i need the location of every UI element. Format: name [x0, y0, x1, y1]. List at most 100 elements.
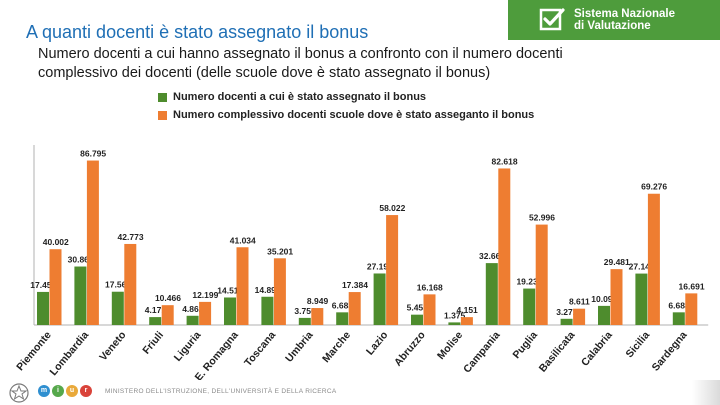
data-label: 86.795	[80, 149, 106, 159]
data-label: 35.201	[267, 246, 293, 256]
data-label: 10.466	[155, 293, 181, 303]
bar-total-toscana	[273, 258, 286, 325]
data-label: 6.688	[668, 300, 690, 310]
bar-total-liguria	[199, 301, 212, 325]
legend-label-series2: Numero complessivo docenti scuole dove è…	[173, 109, 535, 121]
bar-total-veneto	[124, 243, 137, 325]
x-tick-label: Liguria	[172, 329, 204, 364]
legend-swatch-orange	[158, 110, 167, 120]
bar-total-molise	[460, 317, 473, 325]
data-label: 5.451	[407, 303, 429, 313]
bar-total-lombardia	[86, 160, 99, 325]
logo-line-1: Sistema Nazionale	[574, 7, 675, 20]
bar-assigned-lazio	[373, 273, 386, 325]
data-label: 30.863	[68, 255, 94, 265]
snv-logo: Sistema Nazionale di Valutazione	[508, 0, 720, 40]
data-label: 40.002	[43, 237, 69, 247]
data-label: 69.276	[641, 182, 667, 192]
data-label: 17.456	[30, 280, 56, 290]
x-tick-label: Friuli	[140, 329, 166, 356]
bar-total-campania	[498, 168, 511, 325]
bar-total-sardegna	[685, 293, 698, 325]
data-label: 4.862	[182, 304, 204, 314]
x-tick-label: Campania	[461, 329, 503, 375]
bar-assigned-calabria	[598, 305, 610, 325]
miur-letter-i: i	[52, 385, 64, 397]
data-label: 1.375	[444, 310, 466, 320]
x-tick-label: Marche	[320, 329, 353, 365]
data-label: 19.232	[516, 277, 542, 287]
data-label: 27.193	[367, 261, 393, 271]
bar-assigned-e-romagna	[224, 297, 236, 325]
data-label: 6.683	[332, 300, 354, 310]
bar-assigned-molise	[448, 322, 461, 325]
data-label: 4.151	[457, 305, 479, 315]
data-label: 82.618	[492, 156, 518, 166]
data-label: 58.022	[379, 203, 405, 213]
bar-assigned-puglia	[523, 288, 536, 325]
x-tick-label: Veneto	[97, 329, 128, 363]
legend-item-series1: Numero docenti a cui è stato assegnato i…	[158, 88, 534, 106]
miur-letter-r: r	[80, 385, 92, 397]
x-tick-label: Toscana	[242, 329, 278, 369]
bar-assigned-toscana	[261, 296, 274, 325]
data-label: 32.662	[479, 251, 505, 261]
republic-emblem-icon	[9, 383, 29, 403]
bar-assigned-veneto	[111, 291, 124, 325]
data-label: 27.140	[629, 262, 655, 272]
data-label: 17.565	[105, 280, 131, 290]
miur-letter-u: u	[66, 385, 78, 397]
bar-total-lazio	[386, 215, 399, 325]
x-tick-label: Sardegna	[650, 329, 690, 373]
ministry-name: MINISTERO DELL'ISTRUZIONE, DELL'UNIVERSI…	[105, 388, 337, 395]
x-tick-label: Calabria	[579, 329, 615, 369]
miur-letter-m: m	[38, 385, 50, 397]
x-tick-label: Puglia	[511, 329, 541, 361]
x-tick-label: Basilicata	[537, 329, 578, 374]
data-label: 41.034	[230, 235, 256, 245]
bar-assigned-basilicata	[560, 318, 573, 325]
legend-swatch-green	[158, 92, 167, 102]
data-label: 3.750	[294, 306, 316, 316]
bar-assigned-abruzzo	[411, 314, 423, 325]
bar-total-abruzzo	[423, 294, 436, 325]
bar-total-puglia	[535, 224, 548, 325]
data-label: 17.384	[342, 280, 368, 290]
x-tick-label: Lombardia	[47, 329, 91, 378]
bar-total-friuli	[161, 305, 174, 325]
slide-title: A quanti docenti è stato assegnato il bo…	[26, 22, 369, 42]
data-label: 3.271	[556, 307, 578, 317]
bar-total-piemonte	[49, 249, 62, 325]
bar-assigned-sicilia	[635, 273, 648, 325]
miur-logo: m i u r	[38, 385, 94, 397]
x-tick-label: Abruzzo	[392, 329, 428, 368]
bar-chart: 17.456 40.002 Piemonte 30.863 86.795 Lombardi…	[14, 145, 709, 380]
logo-line-2: di Valutazione	[574, 20, 651, 32]
legend-item-series2: Numero complessivo docenti scuole dove è…	[158, 106, 534, 124]
bar-assigned-marche	[336, 312, 349, 325]
data-label: 10.093	[591, 294, 617, 304]
bar-assigned-campania	[485, 263, 498, 325]
bar-assigned-lombardia	[74, 266, 87, 325]
bar-assigned-umbria	[298, 317, 311, 325]
bar-total-e-romagna	[236, 247, 249, 325]
checkmark-icon	[539, 8, 565, 31]
data-label: 12.199	[192, 290, 218, 300]
bar-total-sicilia	[647, 193, 660, 325]
footer: m i u r MINISTERO DELL'ISTRUZIONE, DELL'…	[0, 380, 720, 405]
bar-assigned-friuli	[149, 317, 162, 325]
data-label: 29.481	[604, 257, 630, 267]
data-label: 8.611	[569, 297, 590, 307]
data-label: 16.691	[679, 281, 705, 291]
footer-stripe	[692, 380, 720, 405]
bar-total-umbria	[311, 308, 324, 325]
data-label: 42.773	[118, 232, 144, 242]
data-label: 14.899	[255, 285, 281, 295]
data-label: 8.949	[307, 296, 329, 306]
x-tick-label: Piemonte	[14, 329, 54, 373]
data-label: 16.168	[417, 282, 443, 292]
slide-subtitle: Numero docenti a cui hanno assegnato il …	[38, 46, 563, 81]
x-tick-label: Molise	[435, 329, 465, 362]
chart-legend: Numero docenti a cui è stato assegnato i…	[158, 88, 534, 124]
data-label: 52.996	[529, 213, 555, 223]
